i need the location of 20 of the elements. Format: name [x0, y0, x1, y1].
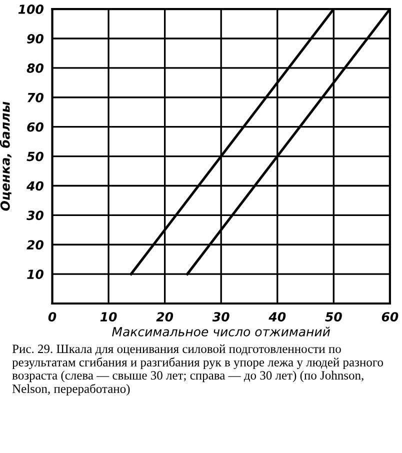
- y-tick-label: 90: [27, 34, 44, 44]
- y-tick-label: 30: [26, 210, 44, 220]
- y-tick-label: 50: [26, 152, 44, 162]
- y-tick-label: 100: [18, 4, 44, 14]
- y-axis-title: Оценка, баллы: [0, 102, 12, 211]
- y-tick-label: 60: [27, 122, 44, 132]
- text: Рис. 29. Шкала для оценивания силовой подготовленности по результатам сгибания и разгибания рук в упоре лежа у людей разного возраста (слева — свыше 30 лет; справа — до 30 лет) (по Johnson, Nelson, переработано): [12, 344, 384, 396]
- x-tick-label: 50: [325, 312, 342, 322]
- x-tick-label: 20: [156, 312, 174, 322]
- y-tick-label: 70: [28, 92, 44, 102]
- x-tick-label: 30: [212, 312, 230, 322]
- x-tick-label: 0: [48, 312, 56, 322]
- x-tick-label: 10: [100, 312, 117, 322]
- y-tick-label: 80: [26, 63, 44, 73]
- x-tick-label: 60: [382, 312, 398, 322]
- x-tick-label: 40: [268, 312, 286, 322]
- y-tick-label: 20: [26, 240, 44, 250]
- y-tick-label: 40: [26, 181, 44, 191]
- y-tick-label: 10: [27, 270, 44, 279]
- x-axis-title: Максимальное число отжиманий: [112, 326, 330, 336]
